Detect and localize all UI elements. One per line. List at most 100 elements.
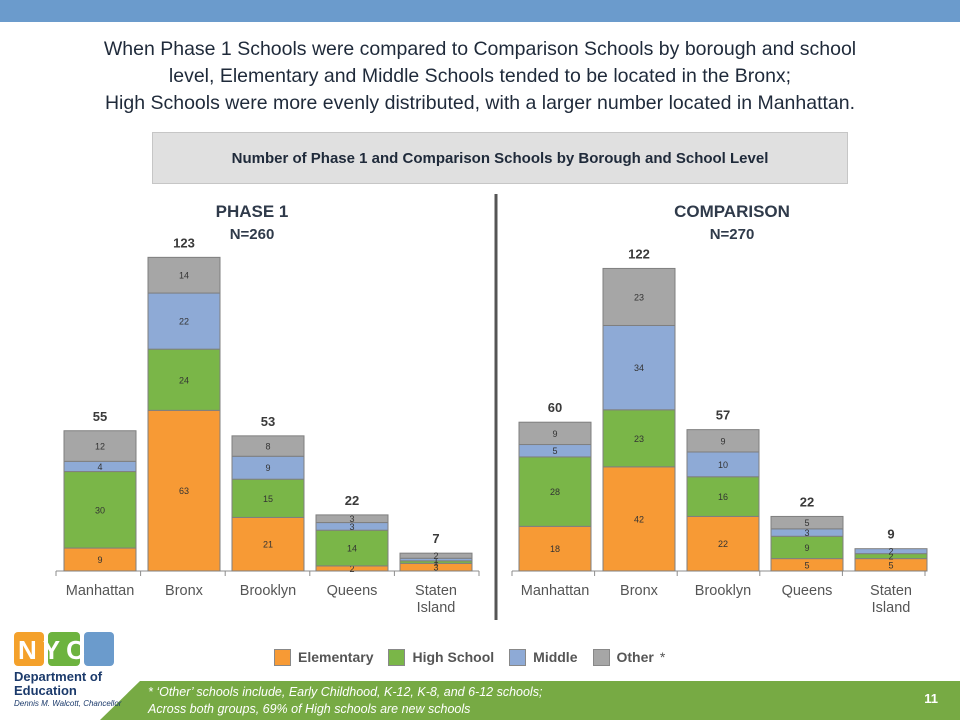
comparison-data-label-queens-middle: 3 <box>804 528 809 538</box>
phase1-category-label-queens: Queens <box>327 583 378 599</box>
phase1-category-label-manhattan: Manhattan <box>66 583 135 599</box>
comparison-data-label-bronx-high-school: 23 <box>634 434 644 444</box>
phase1-data-label-brooklyn-middle: 9 <box>265 463 270 473</box>
phase1-data-label-staten-island-high-school: 1 <box>433 558 438 568</box>
legend-swatch-other <box>592 648 610 666</box>
phase1-data-label-manhattan-high-school: 30 <box>95 505 105 515</box>
footnote-line-2: Across both groups, 69% of High schools … <box>148 702 471 716</box>
chart-subtitle-box: Number of Phase 1 and Comparison Schools… <box>152 132 848 184</box>
comparison-bar-bronx-middle <box>602 324 676 411</box>
phase1-total-label-brooklyn: 53 <box>261 414 275 429</box>
page-number: 11 <box>924 691 938 706</box>
phase1-total-label-queens: 22 <box>345 493 359 508</box>
comparison-category-label-staten-island: Island <box>872 600 911 616</box>
phase1-n-label: N=260 <box>230 226 275 243</box>
phase1-total-label-staten-island: 7 <box>432 531 439 546</box>
phase1-bar-brooklyn-other <box>231 435 305 457</box>
comparison-bar-manhattan-high-school <box>518 456 592 527</box>
phase1-bar-brooklyn-high-school <box>231 478 305 518</box>
comparison-bar-bronx-other <box>602 267 676 326</box>
phase1-data-label-staten-island-other: 2 <box>433 551 438 561</box>
logo-line-2: Education <box>14 683 77 698</box>
phase1-bar-manhattan-high-school <box>63 471 137 549</box>
comparison-bar-brooklyn-elementary <box>686 515 760 572</box>
comparison-bar-brooklyn-high-school <box>686 476 760 517</box>
legend-label-other: Other <box>616 649 654 665</box>
phase1-category-label-bronx: Bronx <box>165 583 204 599</box>
phase1-bar-bronx-other <box>147 256 221 294</box>
phase1-data-label-manhattan-other: 12 <box>95 442 105 452</box>
legend-item-elementary: Elementary <box>274 648 374 666</box>
nyc-logo-mark <box>14 632 114 666</box>
comparison-total-label-manhattan: 60 <box>548 400 562 415</box>
comparison-data-label-manhattan-other: 9 <box>552 429 557 439</box>
footer-bar <box>100 681 960 720</box>
comparison-category-label-brooklyn: Brooklyn <box>695 583 751 599</box>
phase1-category-label-staten-island: Staten <box>415 583 457 599</box>
legend-label-elementary: Elementary <box>298 649 374 665</box>
comparison-bar-staten-island-middle <box>854 548 928 555</box>
phase1-bar-bronx-high-school <box>147 348 221 411</box>
comparison-bar-brooklyn-other <box>686 429 760 453</box>
comparison-bar-manhattan-elementary <box>518 525 592 572</box>
footer: * ‘Other’ schools include, Early Childho… <box>0 681 960 720</box>
phase1-bar-manhattan-other <box>63 430 137 462</box>
comparison-category-label-queens: Queens <box>782 583 833 599</box>
phase1-total-label-manhattan: 55 <box>93 409 107 424</box>
comparison-data-label-bronx-elementary: 42 <box>634 514 644 524</box>
phase1-data-label-manhattan-middle: 4 <box>97 462 102 472</box>
phase1-data-label-queens-elementary: 2 <box>349 564 354 574</box>
legend-other-asterisk: * <box>659 649 666 665</box>
headline-line-3: High Schools were more evenly distribute… <box>104 92 856 114</box>
phase1-data-label-brooklyn-elementary: 21 <box>263 540 273 550</box>
comparison-bar-queens-other <box>770 515 844 530</box>
headline: When Phase 1 Schools were compared to Co… <box>10 36 950 117</box>
comparison-data-label-bronx-other: 23 <box>634 292 644 302</box>
legend-item-other: Other * <box>592 648 666 666</box>
phase1-category-label-brooklyn: Brooklyn <box>240 583 296 599</box>
phase1-data-label-queens-high-school: 14 <box>347 544 357 554</box>
comparison-category-label-manhattan: Manhattan <box>521 583 590 599</box>
phase1-data-label-staten-island-elementary: 3 <box>433 563 438 573</box>
top-accent-bar <box>0 0 960 22</box>
phase1-data-label-bronx-elementary: 63 <box>179 486 189 496</box>
comparison-total-label-staten-island: 9 <box>887 527 894 542</box>
legend-label-middle: Middle <box>533 649 578 665</box>
logo-line-3: Dennis M. Walcott, Chancellor <box>14 699 122 708</box>
legend-item-high-school: High School <box>388 648 495 666</box>
phase1-data-label-queens-middle: 3 <box>349 522 354 532</box>
phase1-data-label-bronx-high-school: 24 <box>179 375 189 385</box>
headline-line-1: When Phase 1 Schools were compared to Co… <box>103 38 857 60</box>
comparison-category-label-bronx: Bronx <box>620 583 659 599</box>
comparison-bar-manhattan-other <box>518 421 592 446</box>
comparison-data-label-queens-other: 5 <box>804 518 809 528</box>
legend-swatch-middle <box>509 648 527 666</box>
logo-nyc-mark: NYC <box>18 635 91 665</box>
comparison-data-label-queens-high-school: 9 <box>804 543 809 553</box>
comparison-data-label-brooklyn-other: 9 <box>720 436 725 446</box>
phase1-data-label-staten-island-middle: 1 <box>433 555 438 565</box>
legend-item-middle: Middle <box>509 648 578 666</box>
phase1-data-label-bronx-middle: 22 <box>179 317 189 327</box>
legend-swatch-elementary <box>274 648 291 666</box>
phase1-data-label-queens-other: 3 <box>349 514 354 524</box>
comparison-data-label-manhattan-elementary: 18 <box>550 544 560 554</box>
chart-subtitle: Number of Phase 1 and Comparison Schools… <box>231 149 769 167</box>
comparison-panel-title: COMPARISON <box>674 202 790 221</box>
comparison-data-label-queens-elementary: 5 <box>804 560 809 570</box>
logo-line-1: Department of <box>14 669 103 684</box>
comparison-data-label-manhattan-middle: 5 <box>552 446 557 456</box>
phase1-data-label-brooklyn-high-school: 15 <box>263 494 273 504</box>
phase1-data-label-bronx-other: 14 <box>179 271 189 281</box>
comparison-category-label-staten-island: Staten <box>870 583 912 599</box>
comparison-data-label-staten-island-high-school: 2 <box>888 552 893 562</box>
comparison-total-label-brooklyn: 57 <box>716 408 730 423</box>
comparison-data-label-brooklyn-elementary: 22 <box>718 539 728 549</box>
phase1-data-label-manhattan-elementary: 9 <box>97 555 102 565</box>
phase1-panel-title: PHASE 1 <box>216 202 289 221</box>
legend-label-high-school: High School <box>412 649 495 665</box>
phase1-data-label-brooklyn-other: 8 <box>265 442 270 452</box>
phase1-bar-staten-island-other <box>399 552 473 559</box>
comparison-n-label: N=270 <box>710 226 755 243</box>
